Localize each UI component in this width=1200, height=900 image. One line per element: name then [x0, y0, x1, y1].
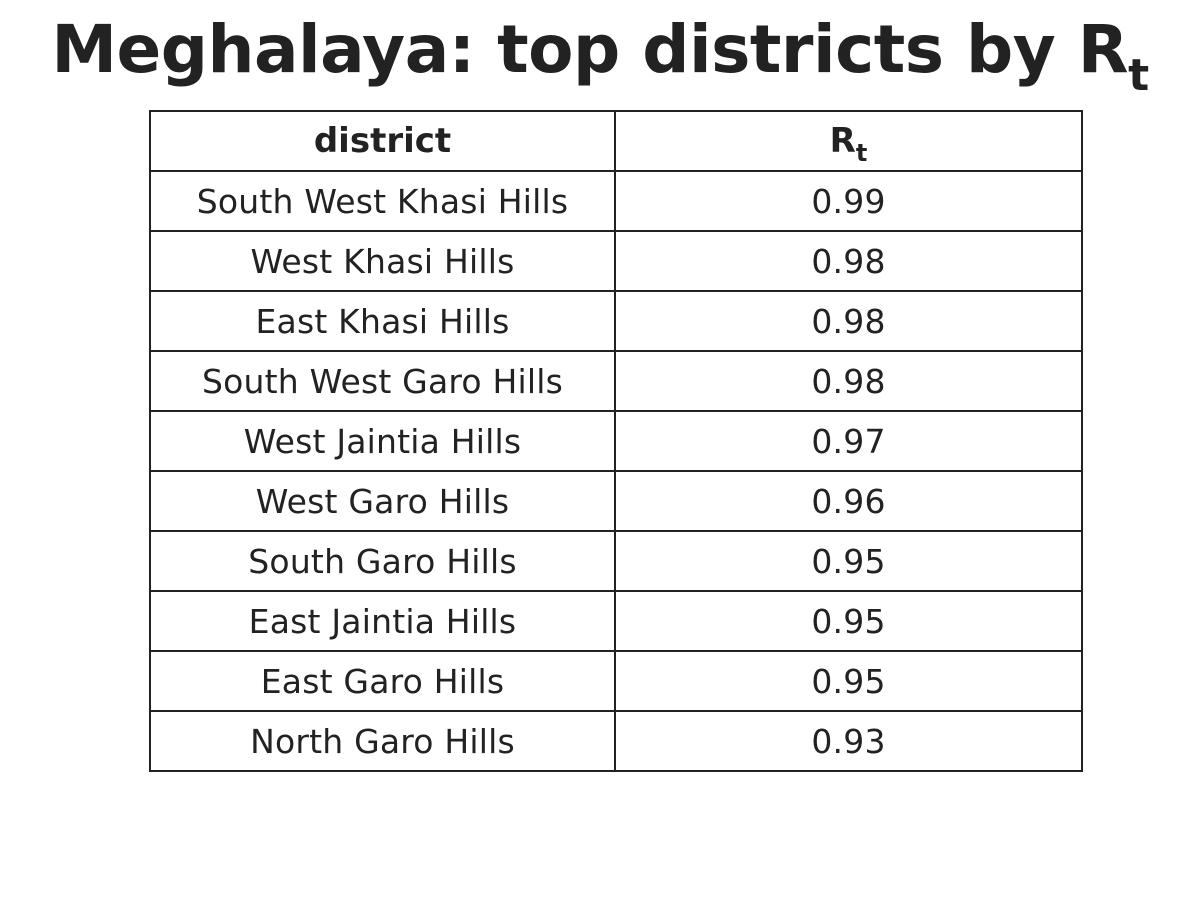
table-row: East Garo Hills 0.95 [149, 650, 1083, 712]
table-row: West Jaintia Hills 0.97 [149, 410, 1083, 472]
district-cell: West Khasi Hills [149, 230, 616, 292]
district-cell: South Garo Hills [149, 530, 616, 592]
district-cell: West Jaintia Hills [149, 410, 616, 472]
district-cell: South West Khasi Hills [149, 170, 616, 232]
district-cell: West Garo Hills [149, 470, 616, 532]
rt-value-cell: 0.99 [614, 170, 1083, 232]
chart-title-main: Meghalaya: top districts by R [51, 11, 1129, 88]
rt-value-cell: 0.95 [614, 590, 1083, 652]
column-header-district-label: district [313, 121, 452, 161]
table-row: West Garo Hills 0.96 [149, 470, 1083, 532]
column-header-rt: Rt [614, 110, 1083, 172]
district-cell: East Jaintia Hills [149, 590, 616, 652]
rt-value-cell: 0.98 [614, 290, 1083, 352]
table-row: East Khasi Hills 0.98 [149, 290, 1083, 352]
chart-title-subscript: t [1128, 50, 1149, 101]
column-header-district: district [149, 110, 616, 172]
rt-value-cell: 0.95 [614, 650, 1083, 712]
table-body: South West Khasi Hills 0.99 West Khasi Hil… [149, 170, 1083, 772]
district-cell: North Garo Hills [149, 710, 616, 772]
district-cell: East Garo Hills [149, 650, 616, 712]
column-header-rt-subscript: t [855, 139, 868, 167]
chart-title: Meghalaya: top districts by Rt [0, 8, 1200, 101]
table-row: South Garo Hills 0.95 [149, 530, 1083, 592]
table-row: West Khasi Hills 0.98 [149, 230, 1083, 292]
column-header-rt-label: R [829, 121, 856, 161]
district-cell: East Khasi Hills [149, 290, 616, 352]
rt-value-cell: 0.95 [614, 530, 1083, 592]
rt-value-cell: 0.97 [614, 410, 1083, 472]
table-row: South West Khasi Hills 0.99 [149, 170, 1083, 232]
rt-value-cell: 0.98 [614, 230, 1083, 292]
table-header-row: district Rt [149, 110, 1083, 172]
table-row: East Jaintia Hills 0.95 [149, 590, 1083, 652]
districts-table: district Rt South West Khasi Hills 0.99 We… [149, 110, 1083, 772]
district-cell: South West Garo Hills [149, 350, 616, 412]
rt-value-cell: 0.98 [614, 350, 1083, 412]
table-row: South West Garo Hills 0.98 [149, 350, 1083, 412]
rt-value-cell: 0.93 [614, 710, 1083, 772]
rt-value-cell: 0.96 [614, 470, 1083, 532]
table-row: North Garo Hills 0.93 [149, 710, 1083, 772]
